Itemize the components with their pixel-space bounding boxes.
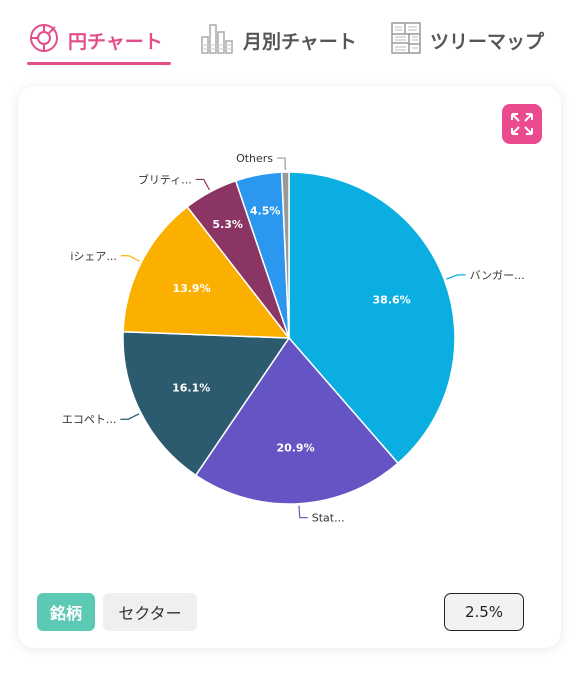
tab-monthly-chart[interactable]: 月別チャート	[199, 18, 357, 62]
others-threshold-button[interactable]: 2.5%	[444, 593, 524, 631]
tab-treemap[interactable]: ツリーマップ	[390, 18, 544, 62]
tab-label: 月別チャート	[243, 30, 357, 53]
slice-name-label: エコペト...	[62, 413, 117, 426]
slice-value-label: 4.5%	[250, 205, 281, 218]
slice-value-label: 20.9%	[276, 441, 314, 454]
label-leader-line	[277, 157, 286, 171]
expand-icon	[511, 113, 533, 135]
pie-slice[interactable]	[122, 205, 291, 339]
label-leader-line	[195, 178, 210, 191]
treemap-icon	[390, 21, 422, 59]
slice-name-label: ブリティ...	[138, 172, 192, 186]
label-leader-line	[298, 505, 308, 519]
label-leader-line	[446, 274, 466, 280]
stock-toggle-button[interactable]: 銘柄	[37, 593, 95, 631]
slice-value-label: 38.6%	[373, 294, 411, 307]
slice-name-label: iシェア...	[70, 250, 117, 263]
active-tab-indicator	[27, 62, 171, 65]
pie-slice[interactable]	[280, 171, 290, 339]
chart-tabs: 円チャート 月別チャート ツリーマップ	[0, 0, 579, 80]
pie-slice[interactable]	[194, 336, 400, 505]
pie-chart-icon	[28, 22, 60, 58]
expand-button[interactable]	[502, 104, 542, 144]
slice-name-label: Stat...	[312, 512, 345, 525]
tab-pie-chart[interactable]: 円チャート	[28, 18, 163, 62]
slice-name-label: バンガー...	[470, 269, 525, 282]
slice-value-label: 13.9%	[172, 282, 210, 295]
slice-value-label: 16.1%	[172, 381, 210, 394]
sector-toggle-button[interactable]: セクター	[103, 593, 197, 631]
label-leader-line	[120, 413, 140, 420]
slice-value-label: 5.3%	[212, 218, 243, 231]
pie-slice[interactable]	[288, 171, 456, 465]
label-leader-line	[120, 255, 140, 262]
bar-chart-icon	[199, 21, 235, 59]
slice-name-label: Others	[236, 152, 273, 165]
pie-slice[interactable]	[122, 330, 291, 477]
tab-label: 円チャート	[68, 30, 163, 53]
tab-label: ツリーマップ	[430, 30, 545, 53]
